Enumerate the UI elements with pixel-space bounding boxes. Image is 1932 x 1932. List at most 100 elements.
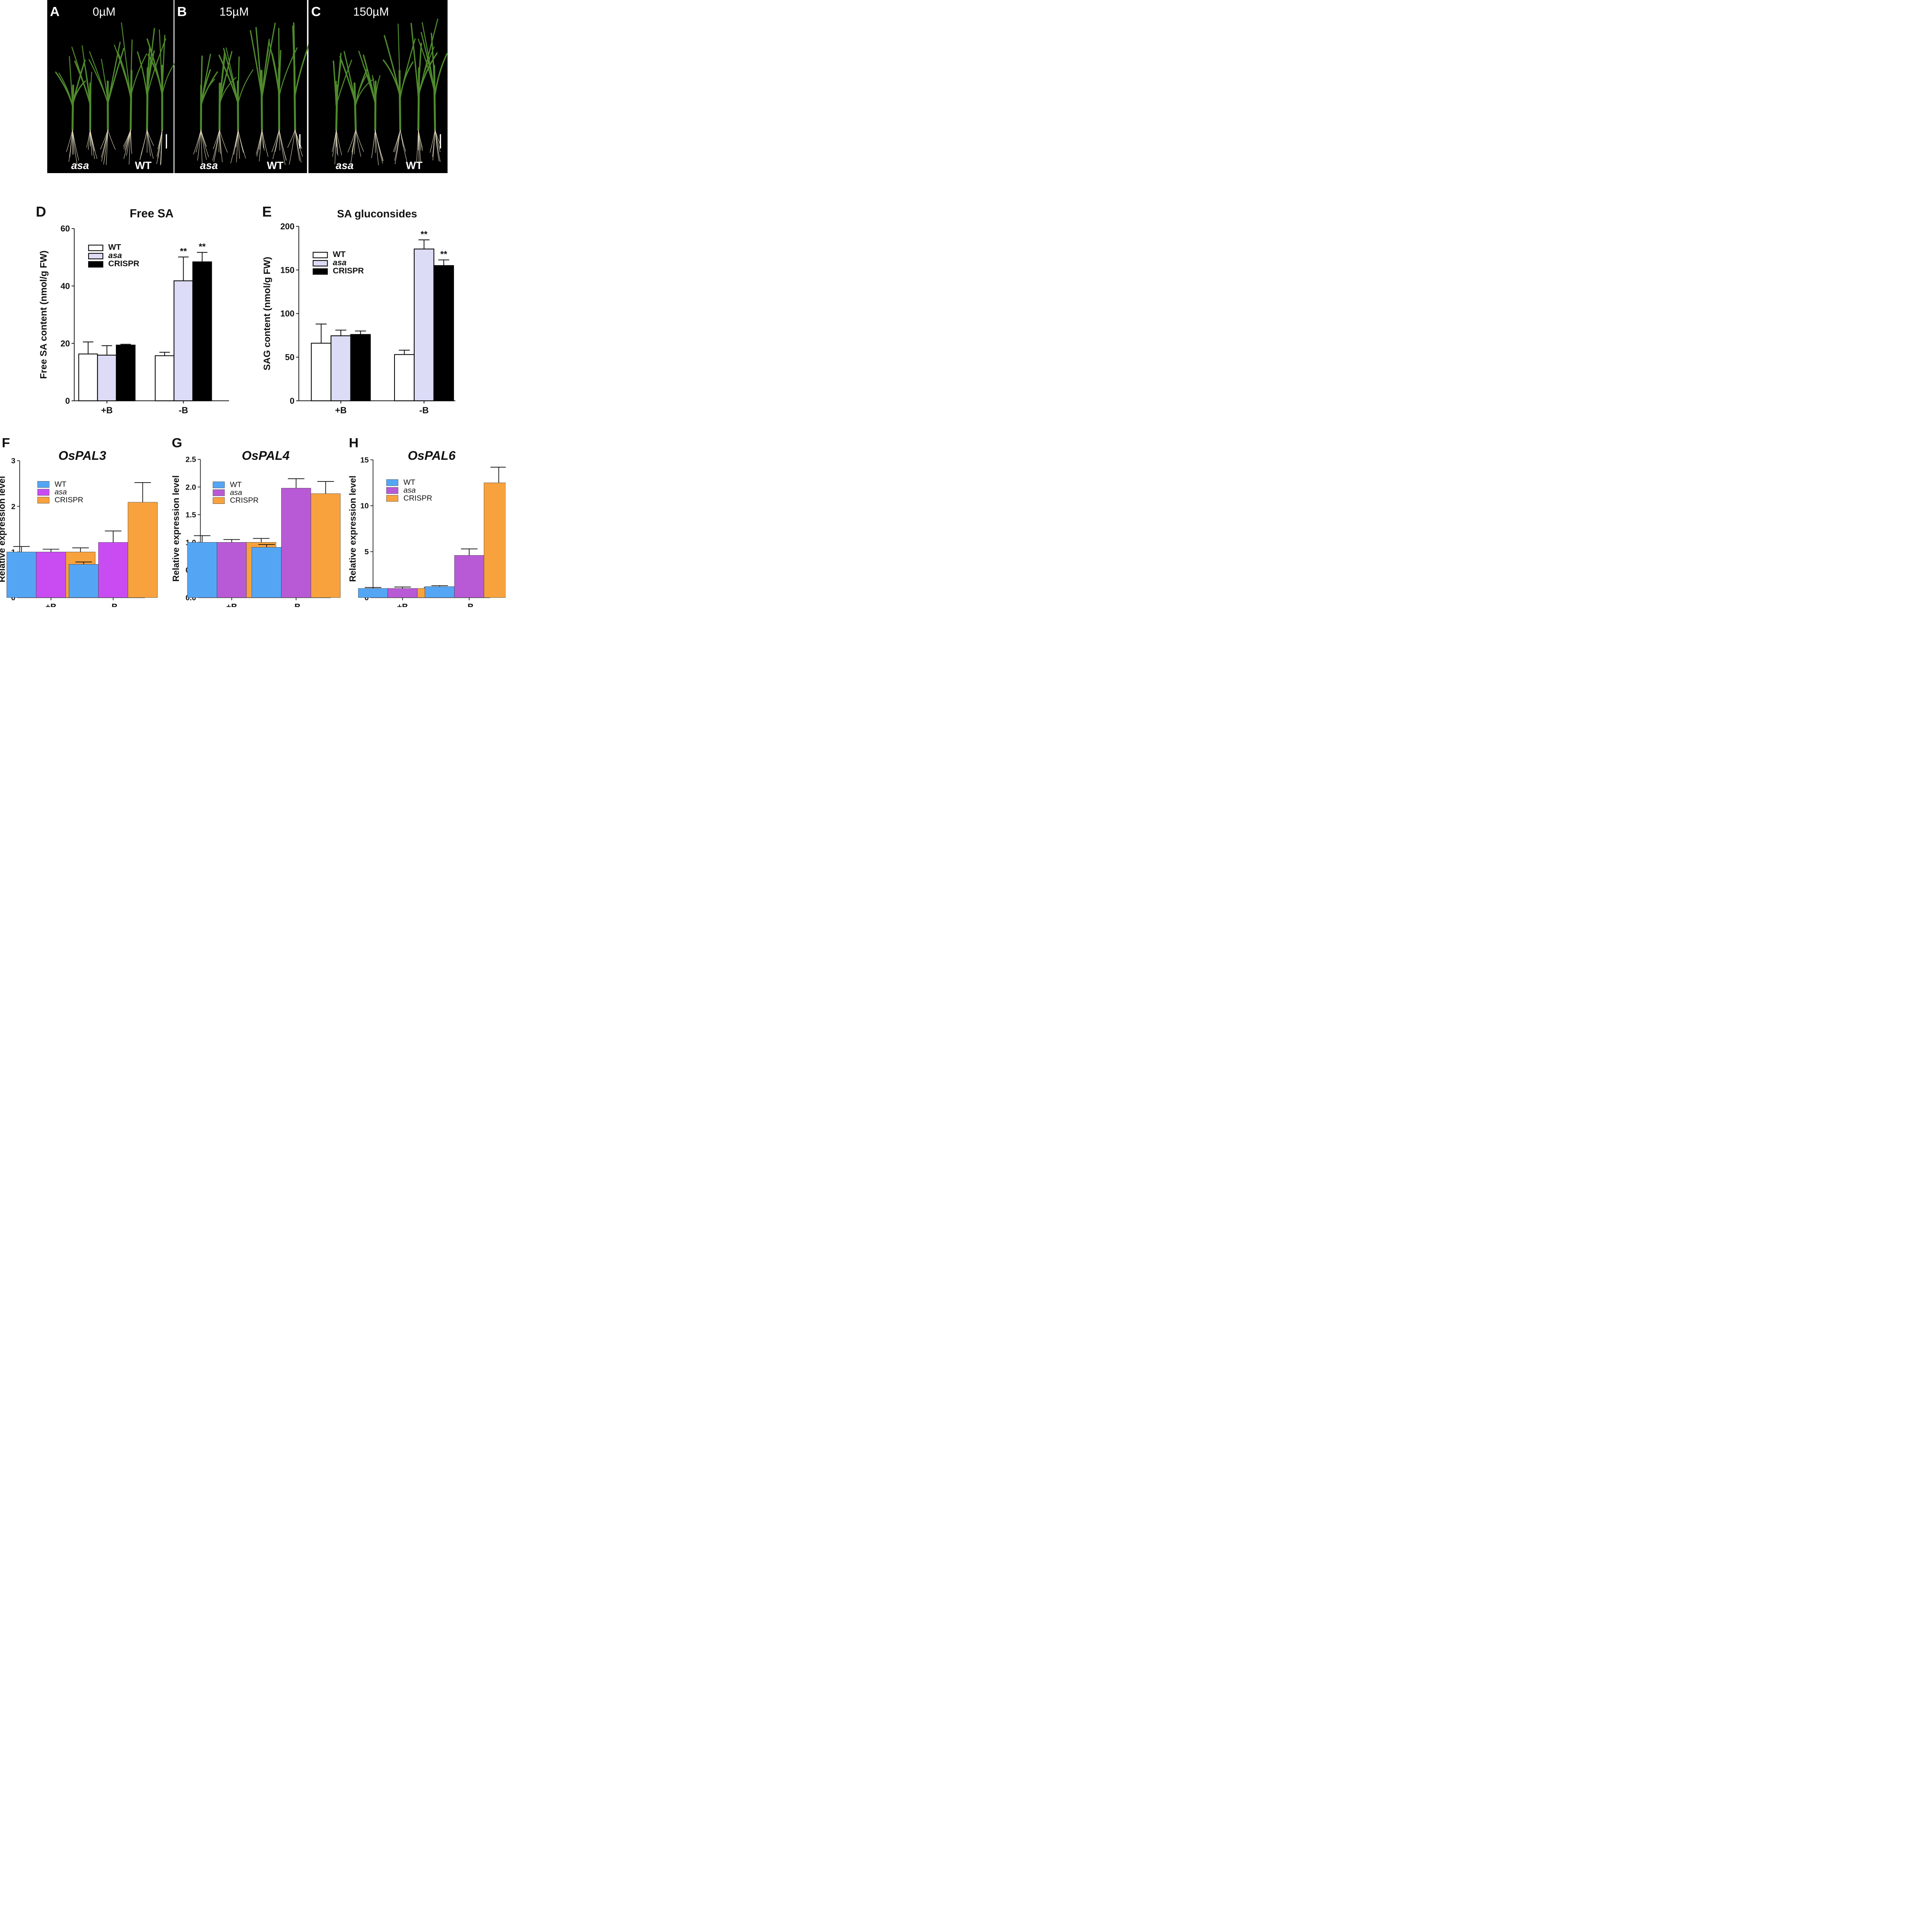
legend-swatch	[386, 479, 398, 486]
x-category-label: -B	[179, 405, 188, 415]
bar	[484, 483, 506, 598]
significance-marker: **	[420, 229, 427, 239]
y-axis-label: Relative expression level	[171, 475, 181, 582]
plant-root	[101, 129, 108, 158]
legend-label: CRISPR	[403, 494, 432, 502]
plant-root	[230, 129, 238, 163]
x-category-label: -B	[292, 602, 301, 607]
legend-label: asa	[333, 258, 347, 267]
y-axis-label: SAG content (nmol/g FW)	[262, 257, 272, 370]
plant-leaf	[88, 59, 109, 104]
plant-root	[375, 129, 379, 165]
genotype-label-right: WT	[267, 160, 284, 172]
bar	[350, 334, 371, 401]
plant-root	[219, 129, 228, 153]
legend-label: asa	[54, 488, 67, 497]
y-axis-label: Free SA content (nmol/g FW)	[38, 250, 49, 379]
plant-leaf	[71, 60, 86, 107]
plant-root	[336, 129, 342, 155]
plant-root	[201, 129, 202, 164]
x-category-label: -B	[109, 602, 117, 607]
plant-leaf	[218, 54, 239, 104]
plant-leaf	[355, 74, 367, 105]
plant-root	[68, 129, 73, 162]
bar	[36, 552, 66, 598]
y-tick-label: 20	[61, 338, 70, 348]
plant-root	[193, 129, 201, 155]
bar	[97, 355, 117, 401]
y-tick-label: 10	[360, 502, 369, 510]
legend-label: asa	[108, 251, 122, 260]
plant-leaf	[137, 51, 148, 97]
photo-panel-a: A 0µM asa WT	[47, 0, 180, 173]
bar	[187, 542, 217, 598]
plant-root	[355, 129, 361, 157]
plant-wildtype	[250, 22, 276, 162]
legend-swatch	[313, 252, 328, 259]
legend-swatch	[213, 497, 225, 504]
x-category-label: -B	[419, 405, 429, 415]
bar	[98, 542, 128, 598]
plant-root	[213, 129, 220, 162]
panel-letter: F	[2, 436, 10, 451]
plant-leaf	[418, 46, 435, 97]
legend-swatch	[88, 245, 104, 251]
legend-label: WT	[403, 478, 415, 487]
plant-root	[295, 129, 303, 157]
legend-label: WT	[230, 480, 242, 489]
legend-label: CRISPR	[108, 259, 139, 268]
plant-leaf	[107, 42, 121, 104]
plant-root	[107, 129, 116, 150]
plant-leaf	[271, 53, 280, 97]
legend-swatch	[88, 261, 104, 268]
plant-leaf	[130, 39, 133, 98]
plant-root	[287, 129, 296, 148]
bar	[425, 586, 455, 598]
plant-leaf	[147, 54, 163, 96]
plant-leaf	[237, 69, 253, 104]
legend-swatch	[386, 487, 398, 494]
legend-label: WT	[108, 243, 121, 252]
y-tick-label: 0	[364, 594, 369, 602]
plant-mutant	[71, 45, 97, 159]
bar	[173, 280, 193, 401]
legend-swatch	[213, 489, 225, 496]
legend-swatch	[37, 497, 49, 503]
panel-letter: A	[50, 5, 60, 19]
y-tick-label: 2.5	[185, 456, 196, 464]
plant-mutant	[88, 42, 124, 165]
bar	[311, 493, 341, 598]
chart-title: OsPAL3	[58, 449, 106, 463]
photo-background	[47, 0, 174, 173]
y-tick-label: 150	[280, 265, 294, 275]
bar	[7, 552, 37, 598]
significance-marker: **	[180, 246, 187, 256]
plant-root	[238, 129, 240, 159]
photo-background	[174, 0, 307, 173]
plant-root	[332, 129, 337, 152]
y-tick-label: 0	[11, 594, 15, 602]
plant-root	[160, 129, 163, 165]
panel-letter: H	[349, 436, 359, 451]
plant-leaf	[237, 56, 240, 104]
x-category-label: +B	[226, 602, 237, 607]
plant-stem	[218, 82, 221, 131]
plant-leaf	[362, 54, 376, 104]
plant-root	[354, 129, 356, 155]
plant-root	[347, 129, 356, 153]
plant-root	[238, 129, 244, 153]
plant-root	[219, 129, 221, 154]
photo-background	[308, 0, 448, 173]
chart-panel-e: E SA gluconsides SAG content (nmol/g FW) 0 5…	[262, 203, 456, 415]
y-axis-label: Relative expression level	[0, 476, 7, 582]
plant-root	[72, 129, 74, 155]
plant-leaf	[219, 71, 228, 105]
plant-leaf	[410, 22, 419, 97]
plant-leaf	[294, 40, 311, 96]
plant-leaf	[434, 53, 448, 96]
bar	[155, 355, 175, 401]
plant-leaf	[130, 53, 147, 98]
y-tick-label: 200	[280, 221, 294, 231]
plant-leaf	[71, 46, 91, 105]
